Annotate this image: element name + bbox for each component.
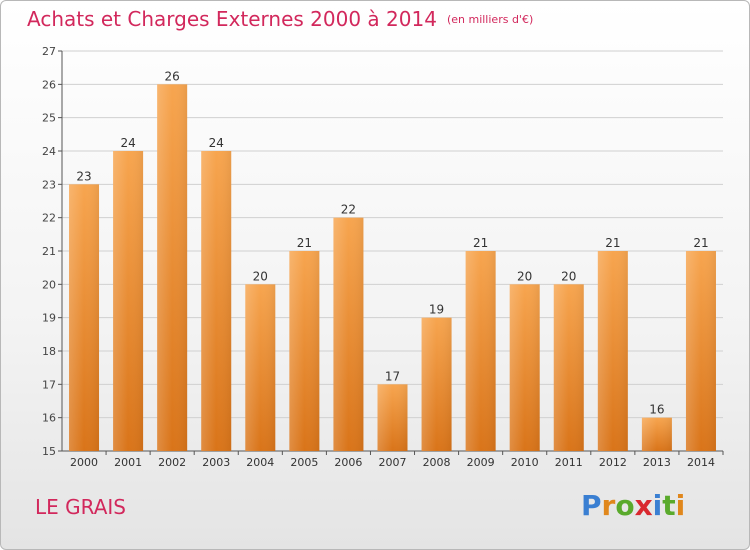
x-tick-label: 2000 <box>70 456 98 469</box>
bar-value-label: 19 <box>429 303 444 317</box>
bar-shine <box>553 284 584 451</box>
bar-shine <box>465 251 496 451</box>
x-tick-label: 2012 <box>599 456 627 469</box>
bar-shine <box>157 84 188 451</box>
y-tick-label: 24 <box>42 145 56 158</box>
bar-shine <box>685 251 716 451</box>
logo-letter: i <box>675 489 686 522</box>
bar-shine <box>201 151 232 451</box>
y-tick-label: 15 <box>42 445 56 458</box>
bar-value-label: 22 <box>341 203 356 217</box>
logo-letter: P <box>581 489 602 522</box>
data-labels: 23 24 26 24 20 21 22 17 19 21 20 20 21 16 21 <box>76 69 708 416</box>
bar-value-label: 21 <box>473 236 488 250</box>
bar-shine <box>509 284 540 451</box>
bar-shine <box>421 317 452 451</box>
bar-value-label: 21 <box>297 236 312 250</box>
y-tick-label: 19 <box>42 312 56 325</box>
y-tick-label: 17 <box>42 378 56 391</box>
y-tick-label: 20 <box>42 278 56 291</box>
bar-value-label: 16 <box>649 403 664 417</box>
bar-value-label: 26 <box>165 69 180 83</box>
bar-shine <box>597 251 628 451</box>
bar-value-label: 20 <box>517 269 532 283</box>
x-tick-label: 2006 <box>334 456 362 469</box>
bar-shine <box>245 284 276 451</box>
bar-shine <box>377 384 408 451</box>
y-tick-label: 23 <box>42 178 56 191</box>
bar-shine <box>333 217 364 451</box>
bar-value-label: 20 <box>561 269 576 283</box>
x-tick-label: 2010 <box>511 456 539 469</box>
bar-shine <box>641 417 672 451</box>
chart-title: Achats et Charges Externes 2000 à 2014 (e… <box>27 7 533 31</box>
proxiti-logo[interactable]: Proxiti <box>581 489 685 522</box>
bar-value-label: 23 <box>76 169 91 183</box>
x-tick-label: 2013 <box>643 456 671 469</box>
x-tick-label: 2007 <box>379 456 407 469</box>
bar-value-label: 17 <box>385 369 400 383</box>
x-tick-label: 2008 <box>423 456 451 469</box>
bar-value-label: 21 <box>693 236 708 250</box>
x-tick-label: 2005 <box>290 456 318 469</box>
x-tick-label: 2003 <box>202 456 230 469</box>
place-name: LE GRAIS <box>35 495 126 519</box>
y-tick-label: 22 <box>42 212 56 225</box>
x-tick-label: 2001 <box>114 456 142 469</box>
bar-shine <box>113 151 144 451</box>
logo-letter: i <box>652 489 663 522</box>
bar-value-label: 20 <box>253 269 268 283</box>
bars <box>69 84 716 452</box>
logo-letter: t <box>662 489 676 522</box>
y-tick-label: 18 <box>42 345 56 358</box>
chart-subtitle: (en milliers d'€) <box>446 13 534 26</box>
y-tick-label: 16 <box>42 412 56 425</box>
logo-letter: r <box>601 489 616 522</box>
x-tick-label: 2009 <box>467 456 495 469</box>
logo-letter: x <box>634 489 653 522</box>
y-tick-label: 25 <box>42 112 56 125</box>
bar-shine <box>289 251 320 451</box>
x-tick-label: 2014 <box>687 456 715 469</box>
x-tick-label: 2004 <box>246 456 274 469</box>
bar-value-label: 24 <box>120 136 135 150</box>
bar-shine <box>69 184 100 452</box>
y-tick-label: 21 <box>42 245 56 258</box>
bar-value-label: 21 <box>605 236 620 250</box>
bar-value-label: 24 <box>209 136 224 150</box>
y-tick-label: 26 <box>42 78 56 91</box>
x-tick-label: 2011 <box>555 456 583 469</box>
x-tick-label: 2002 <box>158 456 186 469</box>
y-tick-label: 27 <box>42 45 56 58</box>
chart-title-text: Achats et Charges Externes 2000 à 2014 <box>27 7 437 31</box>
logo-letter: o <box>615 489 635 522</box>
axes: 15 16 17 18 19 20 21 22 23 24 25 26 27 2000 2001 2002 20… <box>42 45 724 469</box>
